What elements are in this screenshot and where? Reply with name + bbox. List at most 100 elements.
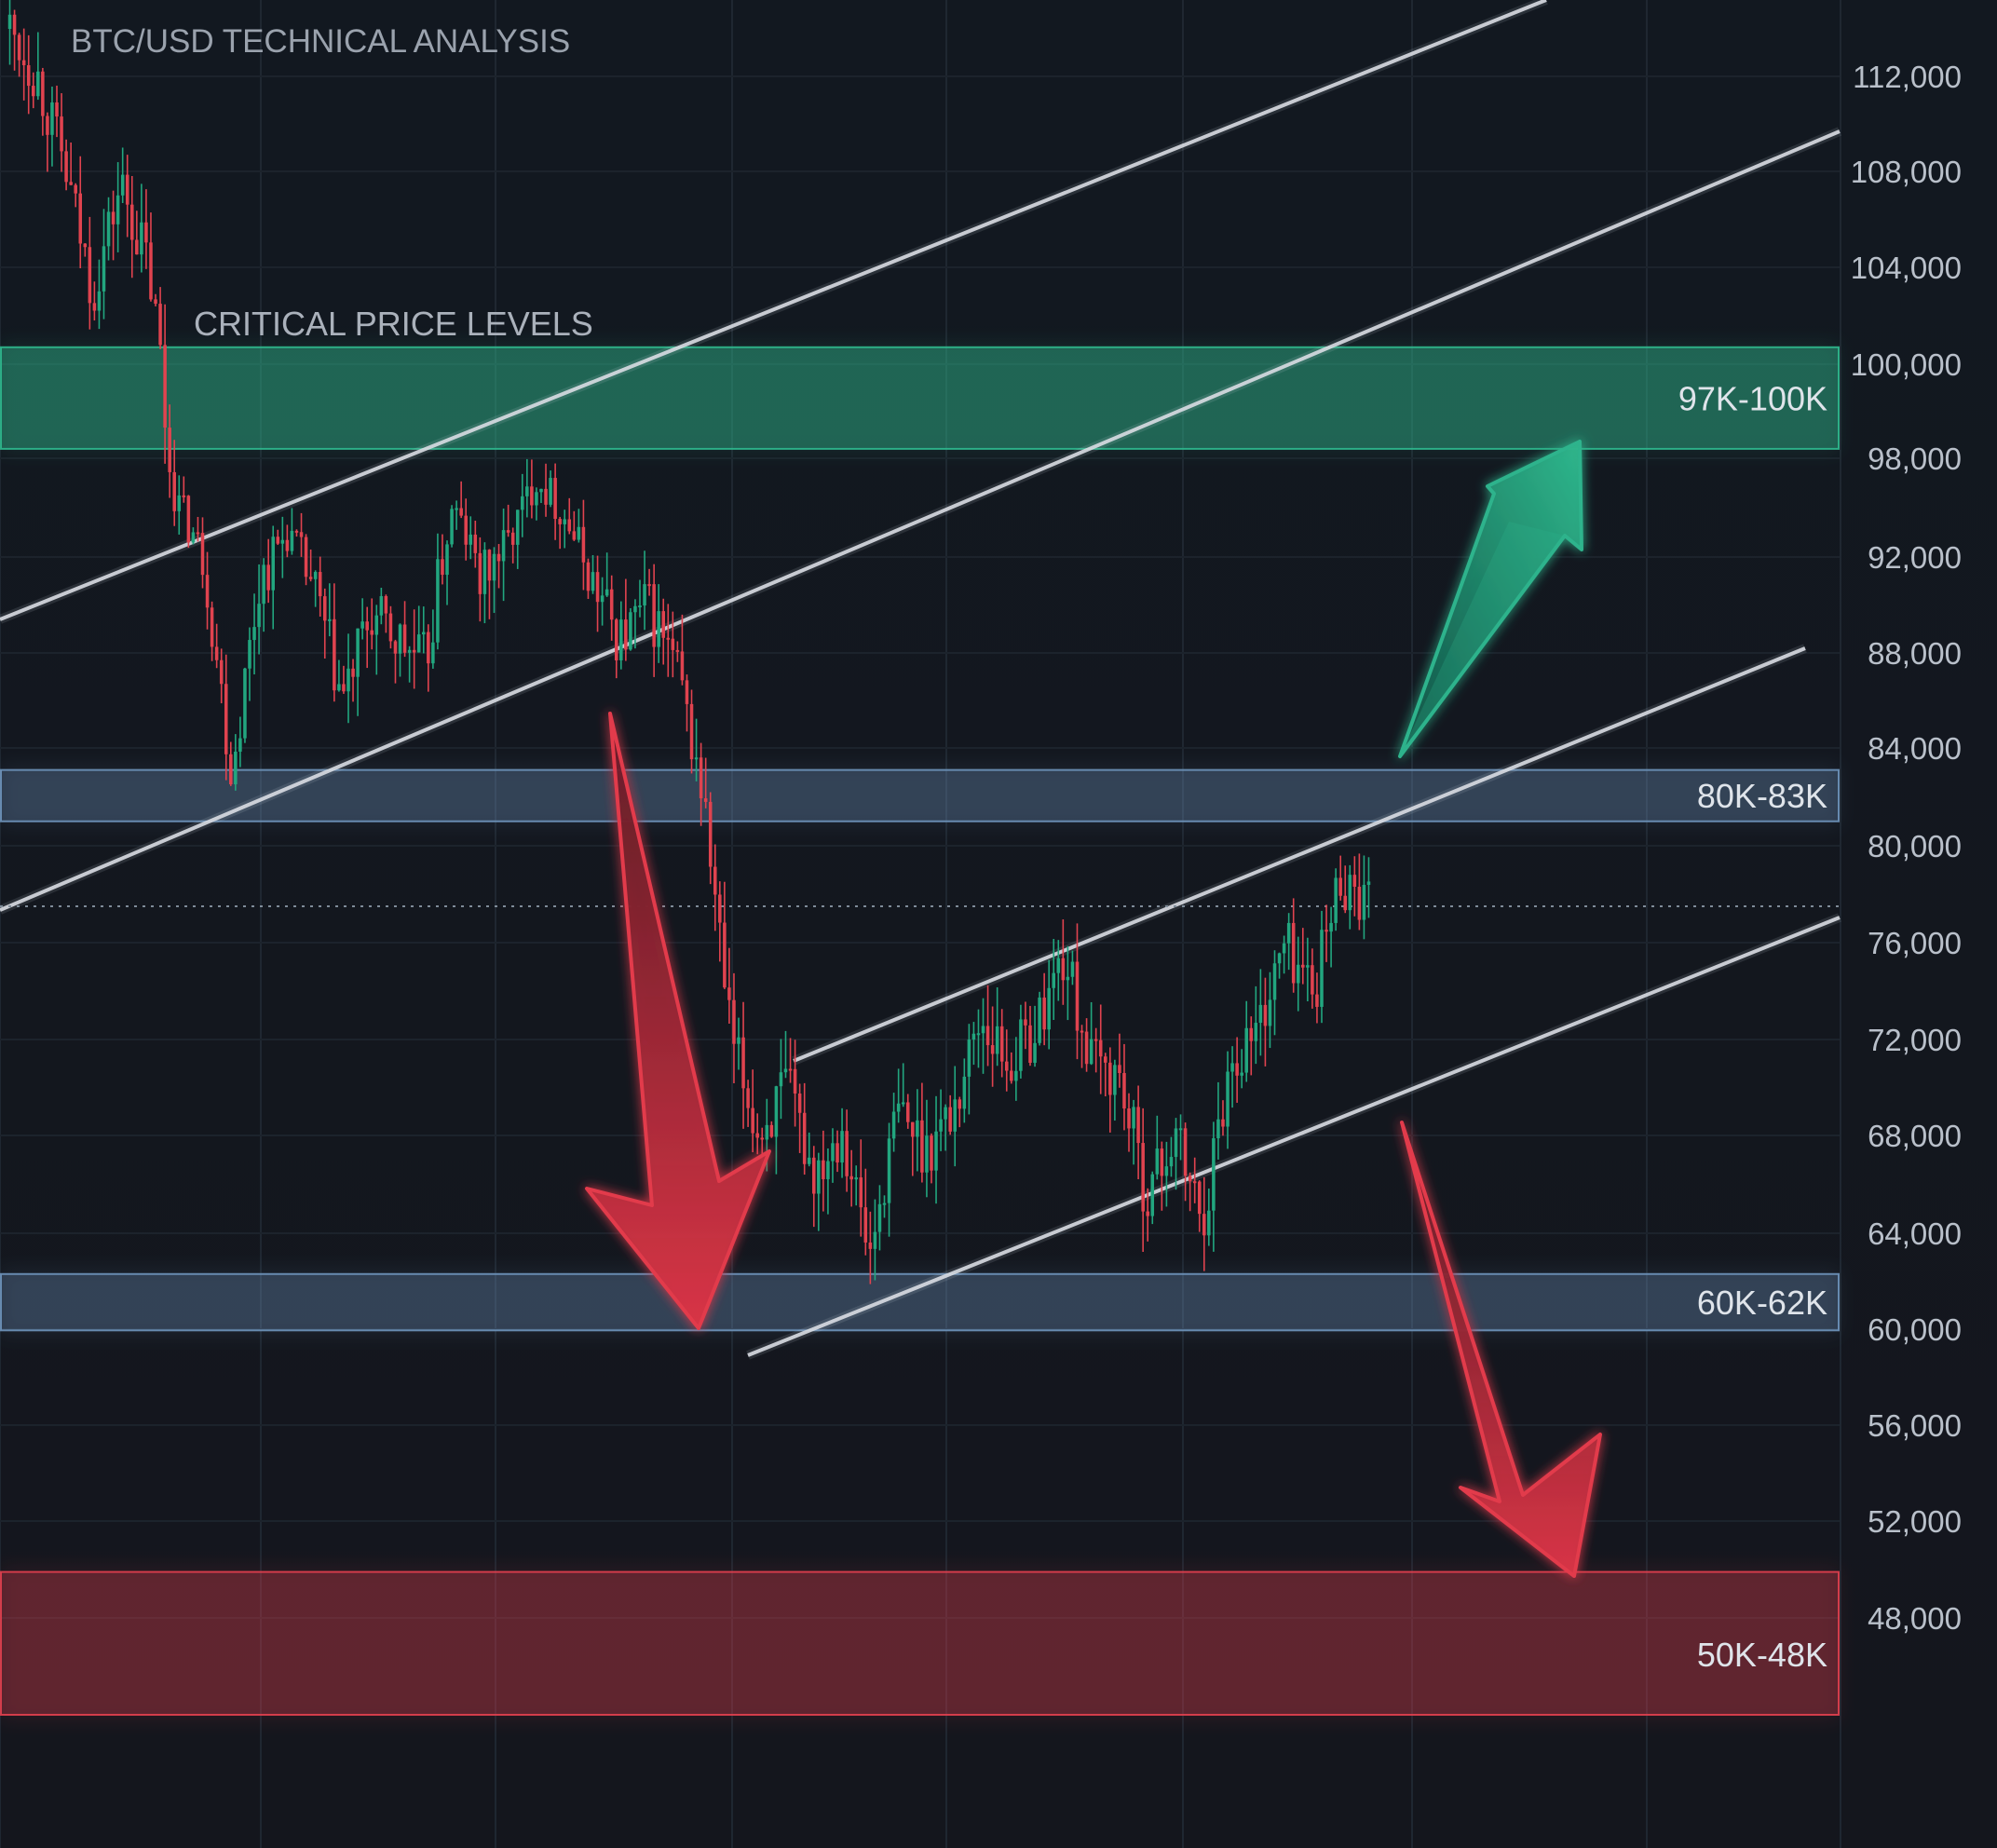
candle-body: [78, 193, 83, 244]
trendline: [0, 129, 1841, 912]
candle-body: [506, 530, 510, 533]
critical-levels-title: CRITICAL PRICE LEVELS: [194, 305, 593, 343]
candle-body: [496, 553, 501, 562]
candle-body: [154, 299, 157, 305]
y-tick-label: 112,000: [1853, 60, 1962, 94]
y-tick-label: 72,000: [1868, 1023, 1962, 1057]
candle-body: [600, 595, 605, 603]
candle-body: [1230, 1063, 1234, 1072]
candle-body: [1254, 1023, 1258, 1041]
candle-body: [948, 1107, 952, 1132]
candle-body: [290, 530, 294, 551]
candle-body: [774, 1086, 779, 1137]
candle-body: [605, 589, 609, 596]
candle-body: [629, 612, 632, 650]
candle-body: [257, 604, 261, 628]
candle-body: [835, 1143, 839, 1163]
candle-body: [859, 1177, 863, 1208]
candle-body: [313, 572, 318, 579]
candle-body: [243, 668, 247, 739]
candle-body: [515, 510, 520, 545]
candle-body: [337, 684, 341, 691]
candle-body: [1061, 958, 1066, 981]
candle-body: [868, 1242, 873, 1249]
candle-body: [342, 684, 346, 692]
candle-body: [930, 1135, 933, 1171]
y-tick-label: 100,000: [1851, 347, 1962, 382]
candle-body: [186, 496, 191, 543]
candle-body: [1352, 875, 1357, 888]
candle-body: [985, 1026, 990, 1046]
candle-body: [1291, 922, 1296, 984]
candle-body: [826, 1161, 830, 1179]
candle-body: [115, 195, 120, 224]
candle-body: [981, 1026, 985, 1034]
zone-resistance: [0, 346, 1840, 450]
trendline: [747, 916, 1841, 1357]
candle-body: [1296, 964, 1300, 984]
candle-body: [158, 304, 162, 346]
candle-body: [845, 1131, 849, 1176]
candle-body: [102, 246, 106, 292]
candle-body: [793, 1068, 797, 1094]
candle-body: [1311, 965, 1314, 995]
candle-body: [563, 519, 566, 524]
chart-title: BTC/USD TECHNICAL ANALYSIS: [71, 23, 570, 60]
candle-body: [934, 1131, 938, 1171]
candle-body: [831, 1143, 835, 1162]
candle-body: [1286, 922, 1291, 944]
candle-body: [214, 646, 219, 660]
candle-body: [478, 552, 482, 594]
candle-body: [751, 1107, 754, 1134]
candle-body: [544, 488, 548, 505]
candle-body: [812, 1157, 816, 1194]
y-tick-label: 68,000: [1868, 1119, 1962, 1153]
candle-body: [1122, 1073, 1126, 1109]
candle-body: [318, 572, 322, 597]
candle-body: [365, 621, 369, 631]
candle-body: [120, 174, 125, 196]
candle-body: [581, 526, 586, 563]
candle-body: [708, 801, 713, 867]
candle-body: [55, 102, 59, 117]
candle-body: [308, 577, 313, 579]
candle-body: [299, 532, 304, 537]
y-tick-label: 64,000: [1868, 1216, 1962, 1251]
candle-body: [882, 1203, 887, 1205]
candle-body: [553, 478, 557, 520]
candle-body: [1089, 1039, 1094, 1065]
candle-body: [619, 619, 623, 660]
trendline: [793, 646, 1806, 1063]
candle-body: [88, 247, 92, 304]
candle-body: [431, 642, 435, 664]
candle-body: [196, 532, 200, 535]
candle-body: [422, 632, 426, 635]
candle-body: [482, 550, 487, 594]
candle-body: [224, 684, 228, 754]
candle-body: [407, 649, 412, 653]
candle-body: [1338, 877, 1342, 896]
candle-body: [732, 999, 736, 1044]
candle-body: [1329, 922, 1333, 932]
candle-body: [1127, 1108, 1131, 1129]
candle-body: [266, 564, 270, 591]
candle-body: [624, 619, 628, 650]
candle-body: [572, 531, 577, 540]
candle-body: [64, 151, 68, 183]
candle-body: [779, 1072, 783, 1087]
candle-body: [333, 618, 336, 691]
candle-body: [1108, 1062, 1112, 1095]
candle-body: [149, 242, 153, 300]
candle-body: [1301, 964, 1305, 968]
down-arrow-red-small: [1400, 1121, 1602, 1578]
candle-body: [163, 345, 167, 428]
candle-body: [737, 1037, 740, 1044]
candle-body: [769, 1124, 774, 1137]
candle-body: [958, 1099, 962, 1109]
candle-body: [905, 1102, 910, 1122]
zone-glow: [0, 341, 1840, 455]
candle-body: [689, 703, 694, 760]
candle-body: [1014, 1070, 1018, 1081]
candle-body: [577, 526, 581, 540]
